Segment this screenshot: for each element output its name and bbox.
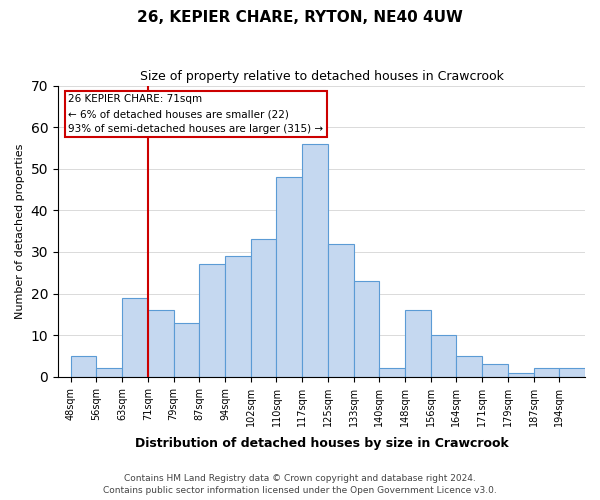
Text: Contains HM Land Registry data © Crown copyright and database right 2024.
Contai: Contains HM Land Registry data © Crown c… [103,474,497,495]
Bar [97,368,122,377]
Bar [508,372,533,377]
Bar [71,356,97,377]
Bar [122,298,148,377]
Bar [457,356,482,377]
Text: 26, KEPIER CHARE, RYTON, NE40 4UW: 26, KEPIER CHARE, RYTON, NE40 4UW [137,10,463,25]
Bar [353,281,379,377]
Bar [405,310,431,377]
Text: 26 KEPIER CHARE: 71sqm
← 6% of detached houses are smaller (22)
93% of semi-deta: 26 KEPIER CHARE: 71sqm ← 6% of detached … [68,94,323,134]
Bar [277,177,302,377]
Bar [431,335,457,377]
Bar [559,368,585,377]
Bar [482,364,508,377]
Title: Size of property relative to detached houses in Crawcrook: Size of property relative to detached ho… [140,70,503,83]
Bar [328,244,353,377]
Bar [533,368,559,377]
Bar [251,240,277,377]
Bar [148,310,173,377]
Bar [379,368,405,377]
Y-axis label: Number of detached properties: Number of detached properties [15,144,25,319]
X-axis label: Distribution of detached houses by size in Crawcrook: Distribution of detached houses by size … [134,437,508,450]
Bar [302,144,328,377]
Bar [225,256,251,377]
Bar [199,264,225,377]
Bar [173,322,199,377]
